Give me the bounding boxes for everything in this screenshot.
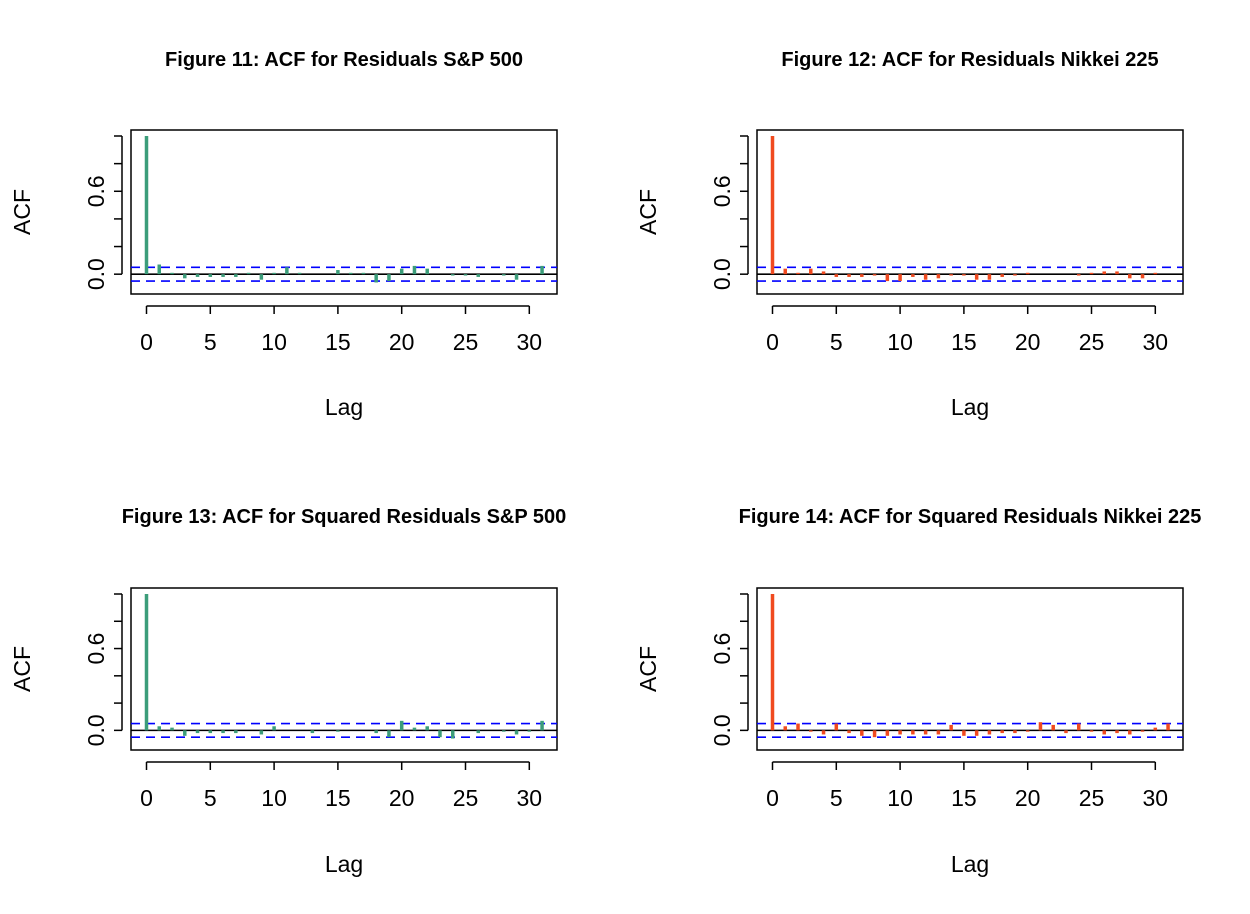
x-tick-label: 15 <box>951 329 977 355</box>
x-tick-label: 5 <box>204 785 217 811</box>
x-tick-label: 25 <box>1079 785 1105 811</box>
x-tick-label: 10 <box>261 785 287 811</box>
y-tick-label: 0.6 <box>83 175 109 207</box>
x-axis-label: Lag <box>325 394 363 420</box>
x-axis-label: Lag <box>951 394 989 420</box>
x-tick-label: 0 <box>140 785 153 811</box>
x-tick-label: 5 <box>830 785 843 811</box>
x-tick-label: 0 <box>766 329 779 355</box>
plot-frame <box>756 129 1184 295</box>
x-tick-label: 20 <box>1015 329 1041 355</box>
chart-panel-3: Figure 13: ACF for Squared Residuals S&P… <box>9 506 566 877</box>
plot-frame <box>130 587 558 751</box>
x-tick-label: 25 <box>1079 329 1105 355</box>
plot-frame <box>130 129 558 295</box>
y-axis-label: ACF <box>9 646 35 692</box>
x-tick-label: 10 <box>887 785 913 811</box>
x-tick-label: 30 <box>517 329 543 355</box>
chart-panel-2: Figure 12: ACF for Residuals Nikkei 225 0… <box>635 49 1184 420</box>
x-axis-label: Lag <box>951 851 989 877</box>
plot-frame <box>756 587 1184 751</box>
chart-panel-4: Figure 14: ACF for Squared Residuals Nik… <box>635 506 1201 877</box>
x-tick-label: 30 <box>517 785 543 811</box>
chart-title: Figure 12: ACF for Residuals Nikkei 225 <box>781 49 1158 71</box>
x-tick-label: 10 <box>887 329 913 355</box>
y-axis-label: ACF <box>635 189 661 235</box>
y-tick-label: 0.6 <box>83 633 109 665</box>
x-tick-label: 25 <box>453 785 479 811</box>
y-tick-label: 0.0 <box>709 714 735 746</box>
y-tick-label: 0.0 <box>83 258 109 290</box>
x-tick-label: 20 <box>1015 785 1041 811</box>
x-tick-label: 30 <box>1143 329 1169 355</box>
y-tick-label: 0.0 <box>83 714 109 746</box>
x-tick-label: 25 <box>453 329 479 355</box>
chart-title: Figure 11: ACF for Residuals S&P 500 <box>165 49 523 71</box>
y-tick-label: 0.6 <box>709 633 735 665</box>
x-tick-label: 15 <box>325 785 351 811</box>
x-tick-label: 15 <box>951 785 977 811</box>
y-tick-label: 0.0 <box>709 258 735 290</box>
chart-title: Figure 13: ACF for Squared Residuals S&P… <box>122 506 567 528</box>
x-tick-label: 5 <box>204 329 217 355</box>
x-tick-label: 30 <box>1143 785 1169 811</box>
x-axis-label: Lag <box>325 851 363 877</box>
y-axis-label: ACF <box>9 189 35 235</box>
x-tick-label: 0 <box>140 329 153 355</box>
y-tick-label: 0.6 <box>709 175 735 207</box>
x-tick-label: 20 <box>389 785 415 811</box>
chart-panel-1: Figure 11: ACF for Residuals S&P 500 0 5 10… <box>9 49 558 420</box>
x-tick-label: 0 <box>766 785 779 811</box>
x-tick-label: 5 <box>830 329 843 355</box>
x-tick-label: 20 <box>389 329 415 355</box>
chart-title: Figure 14: ACF for Squared Residuals Nik… <box>739 506 1202 528</box>
x-tick-label: 10 <box>261 329 287 355</box>
x-tick-label: 15 <box>325 329 351 355</box>
y-axis-label: ACF <box>635 646 661 692</box>
